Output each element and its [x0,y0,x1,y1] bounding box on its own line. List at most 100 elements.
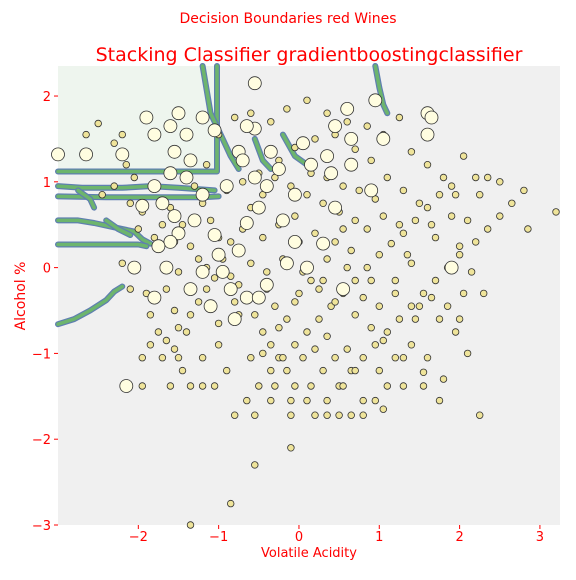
decision-boundary-0 [56,64,219,174]
scatter-point [399,186,408,195]
decision-boundary-7 [253,137,273,171]
scatter-point-large [296,136,310,151]
scatter-point [226,238,235,246]
scatter-point-large [368,93,383,108]
scatter-point [463,216,472,225]
scatter-point [371,396,379,405]
scatter-point [359,411,367,419]
scatter-point [259,233,267,242]
scatter-point [311,229,319,237]
scatter-point [210,382,219,390]
scatter-point-large [344,157,359,172]
y-tick-label: −2 [32,433,51,448]
x-tick-label: −1 [209,530,228,545]
scatter-point [355,186,363,195]
scatter-point [407,302,416,310]
scatter-point [118,259,126,267]
scatter-point [447,182,456,190]
scatter-point-large [239,119,254,133]
scatter-point [347,411,355,419]
scatter-point [439,173,448,182]
scatter-point [419,382,428,390]
scatter-point [267,341,275,349]
scatter-point [170,345,179,353]
scatter-point [307,382,315,390]
scatter-point [435,315,444,323]
x-tick-label: −2 [129,530,148,545]
scatter-point-large [127,260,142,275]
scatter-point-large [51,147,65,162]
scatter-point [427,220,436,229]
scatter-point [339,182,347,190]
scatter-point [455,315,464,323]
scatter-point [303,190,311,199]
scatter-point [443,302,452,310]
scatter-point-large [420,127,435,142]
scatter-point-large [263,144,278,159]
scatter-point [247,354,255,362]
scatter-point [415,302,424,310]
scatter-point-large [251,200,266,215]
scatter-point [363,263,371,272]
scatter-point-large [444,260,459,275]
scatter-point [311,135,319,143]
scatter-point [423,160,432,169]
scatter-point [343,263,351,272]
scatter-point [391,354,399,362]
scatter-point [351,145,359,153]
scatter-point [126,285,134,293]
figure-suptitle: Decision Boundaries red Wines [179,11,396,27]
scatter-point-large [147,290,162,305]
scatter-point-large [300,260,314,275]
scatter-point-large [324,166,339,181]
scatter-point [439,375,448,383]
scatter-point-large [340,102,355,116]
scatter-point-large [207,228,222,242]
scatter-point [247,259,255,267]
scatter-point-large [207,123,222,138]
scatter-point [419,368,428,376]
scatter-point [162,336,171,345]
scatter-point [259,328,267,336]
scatter-point-large [183,282,198,297]
decision-region-high [58,66,219,169]
scatter-point [379,212,387,220]
scatter-point [202,160,211,169]
scatter-point [319,276,327,285]
scatter-point [371,341,379,349]
scatter-point [146,311,155,319]
scatter-point [134,225,142,233]
scatter-point [251,311,259,319]
scatter-point-large [171,106,186,121]
scatter-point-large [259,277,274,292]
scatter-point-large [195,187,210,202]
scatter-point [391,276,399,285]
scatter-point-large [239,290,254,305]
scatter-point [323,109,331,117]
scatter-point [126,199,134,207]
scatter-point-large [159,260,174,275]
chart-title: Stacking Classifier gradientboostingclas… [96,44,523,66]
scatter-point [238,178,247,186]
scatter-point [399,354,408,362]
scatter-point [339,225,347,233]
scatter-point [423,354,432,362]
scatter-point [182,328,191,336]
scatter-point [263,268,271,276]
scatter-point [359,396,367,405]
scatter-point [287,396,295,405]
x-tick-label: 2 [455,530,463,545]
scatter-point [315,315,323,323]
scatter-point [379,405,387,413]
scatter-point [351,216,359,225]
scatter-point [331,238,339,246]
scatter-point-large [163,234,178,249]
scatter-point [198,354,207,362]
scatter-point [363,225,371,233]
scatter-point [383,382,391,390]
scatter-point [331,354,339,362]
scatter-point [423,203,432,212]
scatter-point [271,382,279,390]
scatter-point-large [167,144,182,159]
